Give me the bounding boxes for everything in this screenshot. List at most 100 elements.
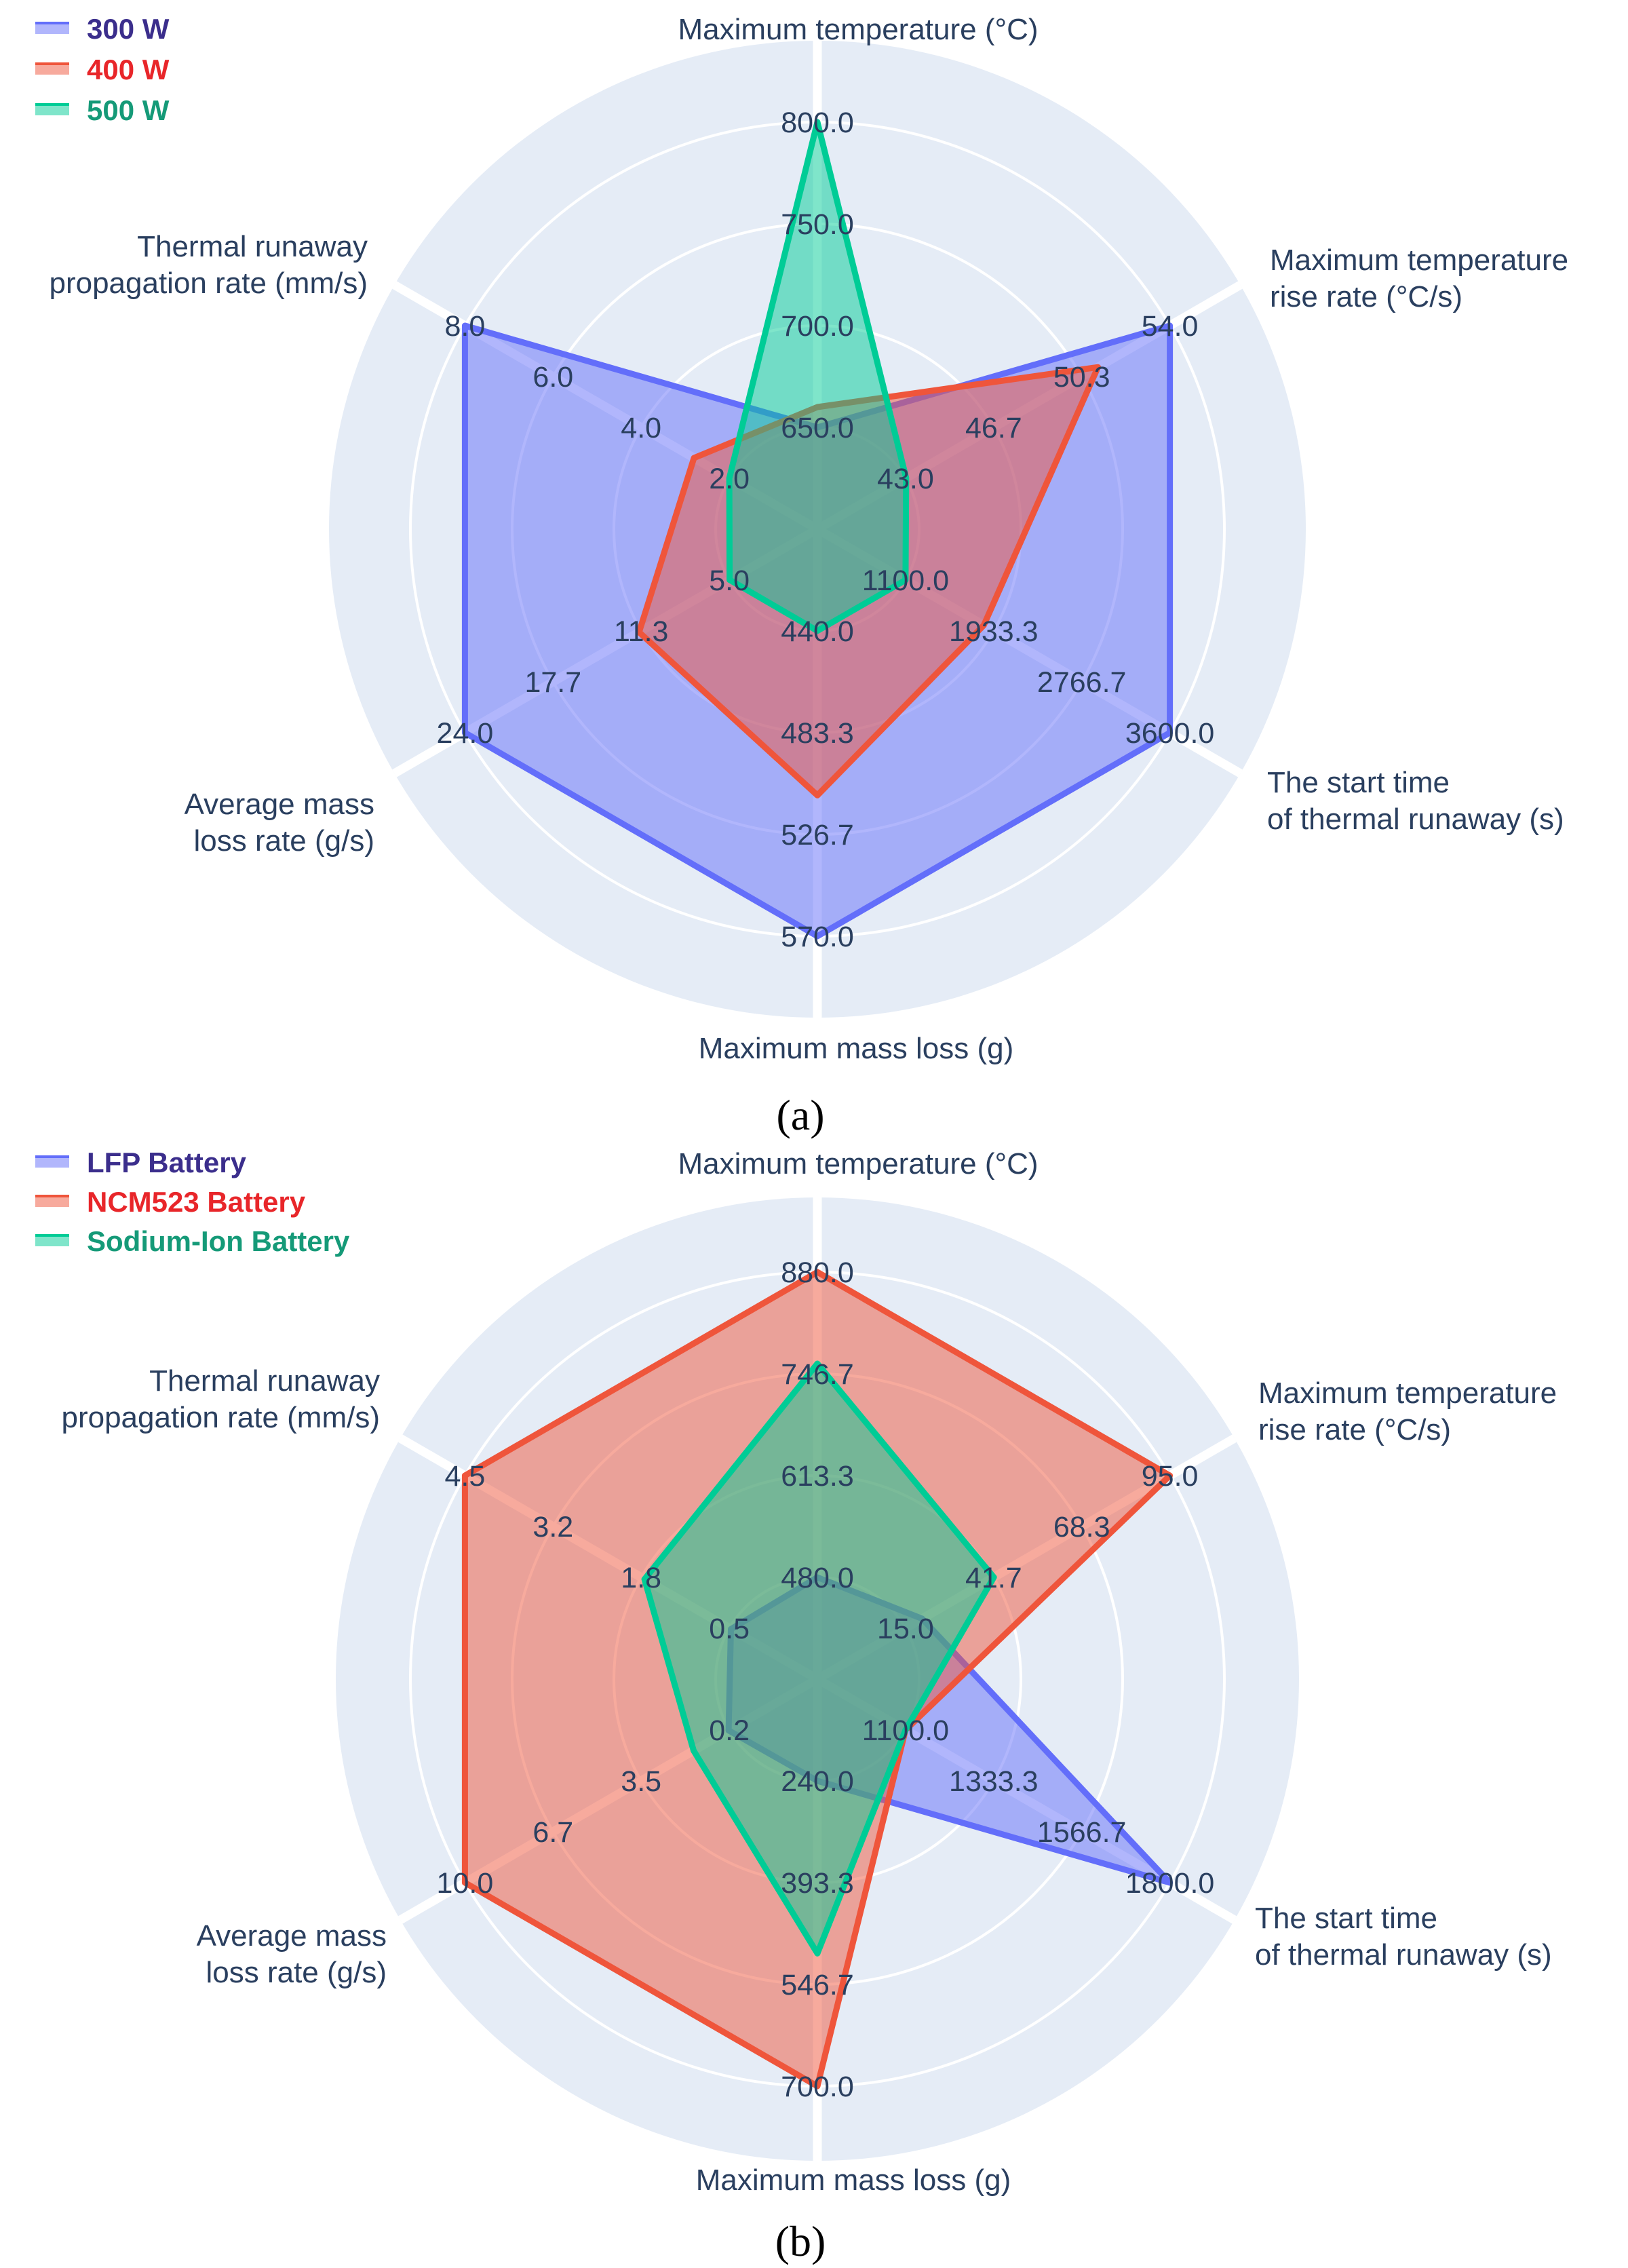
tick-label: 393.3 <box>781 1867 854 1900</box>
axis-title-line: of thermal runaway (s) <box>1267 803 1564 836</box>
tick-label: 4.5 <box>445 1460 486 1493</box>
legend-item-sodium-ion: Sodium-Ion Battery <box>35 1225 350 1257</box>
axis-title: Maximum temperature rise rate (°C/s) <box>1270 244 1568 313</box>
tick-label: 546.7 <box>781 1969 854 2001</box>
tick-label: 526.7 <box>781 819 854 851</box>
tick-label: 3.5 <box>621 1765 661 1798</box>
axis-title: Maximum mass loss (g) <box>696 2164 1011 2197</box>
legend-item-ncm523: NCM523 Battery <box>35 1186 306 1218</box>
tick-label: 4.0 <box>621 412 661 444</box>
axis-title: Maximum temperature (°C) <box>678 1147 1038 1180</box>
axis-title: Maximum temperature (°C) <box>678 13 1038 46</box>
tick-label: 1100.0 <box>862 564 949 597</box>
axis-title: The start time of thermal runaway (s) <box>1255 1902 1552 1972</box>
tick-label: 800.0 <box>781 107 854 139</box>
tick-label: 880.0 <box>781 1256 854 1289</box>
legend-swatch <box>35 104 69 115</box>
tick-label: 15.0 <box>877 1613 934 1645</box>
tick-label: 11.3 <box>614 615 669 648</box>
radar-chart-b: 480.0 613.3 746.7 880.0 15.0 41.7 68.3 95.0 1100… <box>35 1147 1557 2265</box>
panel-label: (a) <box>776 1091 824 1139</box>
tick-label: 613.3 <box>781 1460 854 1493</box>
tick-label: 1933.3 <box>949 615 1039 648</box>
axis-title: Average mass loss rate (g/s) <box>185 788 374 858</box>
axis-title: Maximum mass loss (g) <box>699 1032 1014 1065</box>
tick-label: 1800.0 <box>1125 1867 1215 1900</box>
tick-label: 700.0 <box>781 2071 854 2103</box>
axis-title-line: of thermal runaway (s) <box>1255 1938 1552 1972</box>
tick-label: 43.0 <box>877 463 934 495</box>
axis-title-line: loss rate (g/s) <box>206 1956 387 1989</box>
series-polygon-sodium-ion-battery <box>641 1360 997 1957</box>
tick-label: 570.0 <box>781 921 854 953</box>
legend-swatch <box>35 1157 69 1168</box>
legend-item-400w: 400 W <box>35 54 170 85</box>
tick-label: 6.0 <box>532 361 573 393</box>
legend-item-300w: 300 W <box>35 13 170 45</box>
axis-title: The start time of thermal runaway (s) <box>1267 766 1564 836</box>
legend-label: LFP Battery <box>87 1147 247 1178</box>
tick-label: 95.0 <box>1142 1460 1199 1493</box>
tick-label: 480.0 <box>781 1562 854 1594</box>
axis-title-line: Maximum temperature (°C) <box>678 1147 1038 1180</box>
tick-label: 650.0 <box>781 412 854 444</box>
legend-label: NCM523 Battery <box>87 1186 306 1218</box>
axis-title-line: Average mass <box>185 788 374 821</box>
tick-label: 240.0 <box>781 1765 854 1798</box>
tick-label: 5.0 <box>709 564 750 597</box>
tick-label: 10.0 <box>437 1867 494 1900</box>
legend-label: 500 W <box>87 94 170 126</box>
tick-label: 41.7 <box>965 1562 1022 1594</box>
legend-label: 300 W <box>87 13 170 45</box>
axis-title-line: loss rate (g/s) <box>193 824 374 858</box>
tick-label: 1566.7 <box>1037 1816 1127 1849</box>
axis-title: Thermal runaway propagation rate (mm/s) <box>49 230 368 300</box>
panel-label: (b) <box>775 2217 826 2265</box>
tick-label: 700.0 <box>781 310 854 343</box>
legend-label: Sodium-Ion Battery <box>87 1225 350 1257</box>
radar-chart-a: 650.0 700.0 750.0 800.0 43.0 46.7 50.3 54.0 1100… <box>35 13 1568 1139</box>
tick-label: 483.3 <box>781 717 854 750</box>
axis-title: Average mass loss rate (g/s) <box>197 1919 387 1989</box>
tick-label: 54.0 <box>1142 310 1199 343</box>
tick-label: 2766.7 <box>1037 666 1127 699</box>
legend-label: 400 W <box>87 54 170 85</box>
legend-item-lfp: LFP Battery <box>35 1147 247 1178</box>
tick-label: 17.7 <box>524 666 581 699</box>
tick-label: 2.0 <box>709 463 750 495</box>
axis-title-line: Average mass <box>197 1919 387 1953</box>
legend-item-500w: 500 W <box>35 94 170 126</box>
axis-title-line: The start time <box>1267 766 1450 799</box>
axis-title-line: Maximum mass loss (g) <box>699 1032 1014 1065</box>
axis-title-line: rise rate (°C/s) <box>1258 1413 1451 1446</box>
axis-title-line: Maximum temperature <box>1270 244 1568 277</box>
axis-title-line: propagation rate (mm/s) <box>49 267 368 300</box>
axis-title-line: The start time <box>1255 1902 1437 1935</box>
tick-label: 0.2 <box>709 1714 750 1747</box>
tick-label: 6.7 <box>532 1816 573 1849</box>
tick-label: 750.0 <box>781 208 854 241</box>
axis-title: Thermal runaway propagation rate (mm/s) <box>61 1364 380 1434</box>
tick-label: 0.5 <box>709 1613 750 1645</box>
tick-label: 440.0 <box>781 615 854 648</box>
axis-title-line: propagation rate (mm/s) <box>61 1401 380 1434</box>
axis-title: Maximum temperature rise rate (°C/s) <box>1258 1377 1557 1446</box>
axis-title-line: rise rate (°C/s) <box>1270 280 1462 313</box>
tick-label: 46.7 <box>965 412 1022 444</box>
legend-swatch <box>35 1235 69 1246</box>
legend-swatch <box>35 1196 69 1207</box>
tick-label: 1.8 <box>621 1562 661 1594</box>
axis-title-line: Maximum mass loss (g) <box>696 2164 1011 2197</box>
tick-label: 68.3 <box>1053 1511 1110 1543</box>
tick-label: 1100.0 <box>862 1714 949 1747</box>
series-polygon-500-w <box>726 119 910 634</box>
tick-label: 50.3 <box>1053 361 1110 393</box>
legend-swatch <box>35 23 69 34</box>
axis-title-line: Maximum temperature (°C) <box>678 13 1038 46</box>
legend-swatch <box>35 64 69 75</box>
tick-label: 24.0 <box>437 717 494 750</box>
tick-label: 8.0 <box>445 310 486 343</box>
axis-title-line: Thermal runaway <box>137 230 368 263</box>
axis-title-line: Maximum temperature <box>1258 1377 1557 1410</box>
